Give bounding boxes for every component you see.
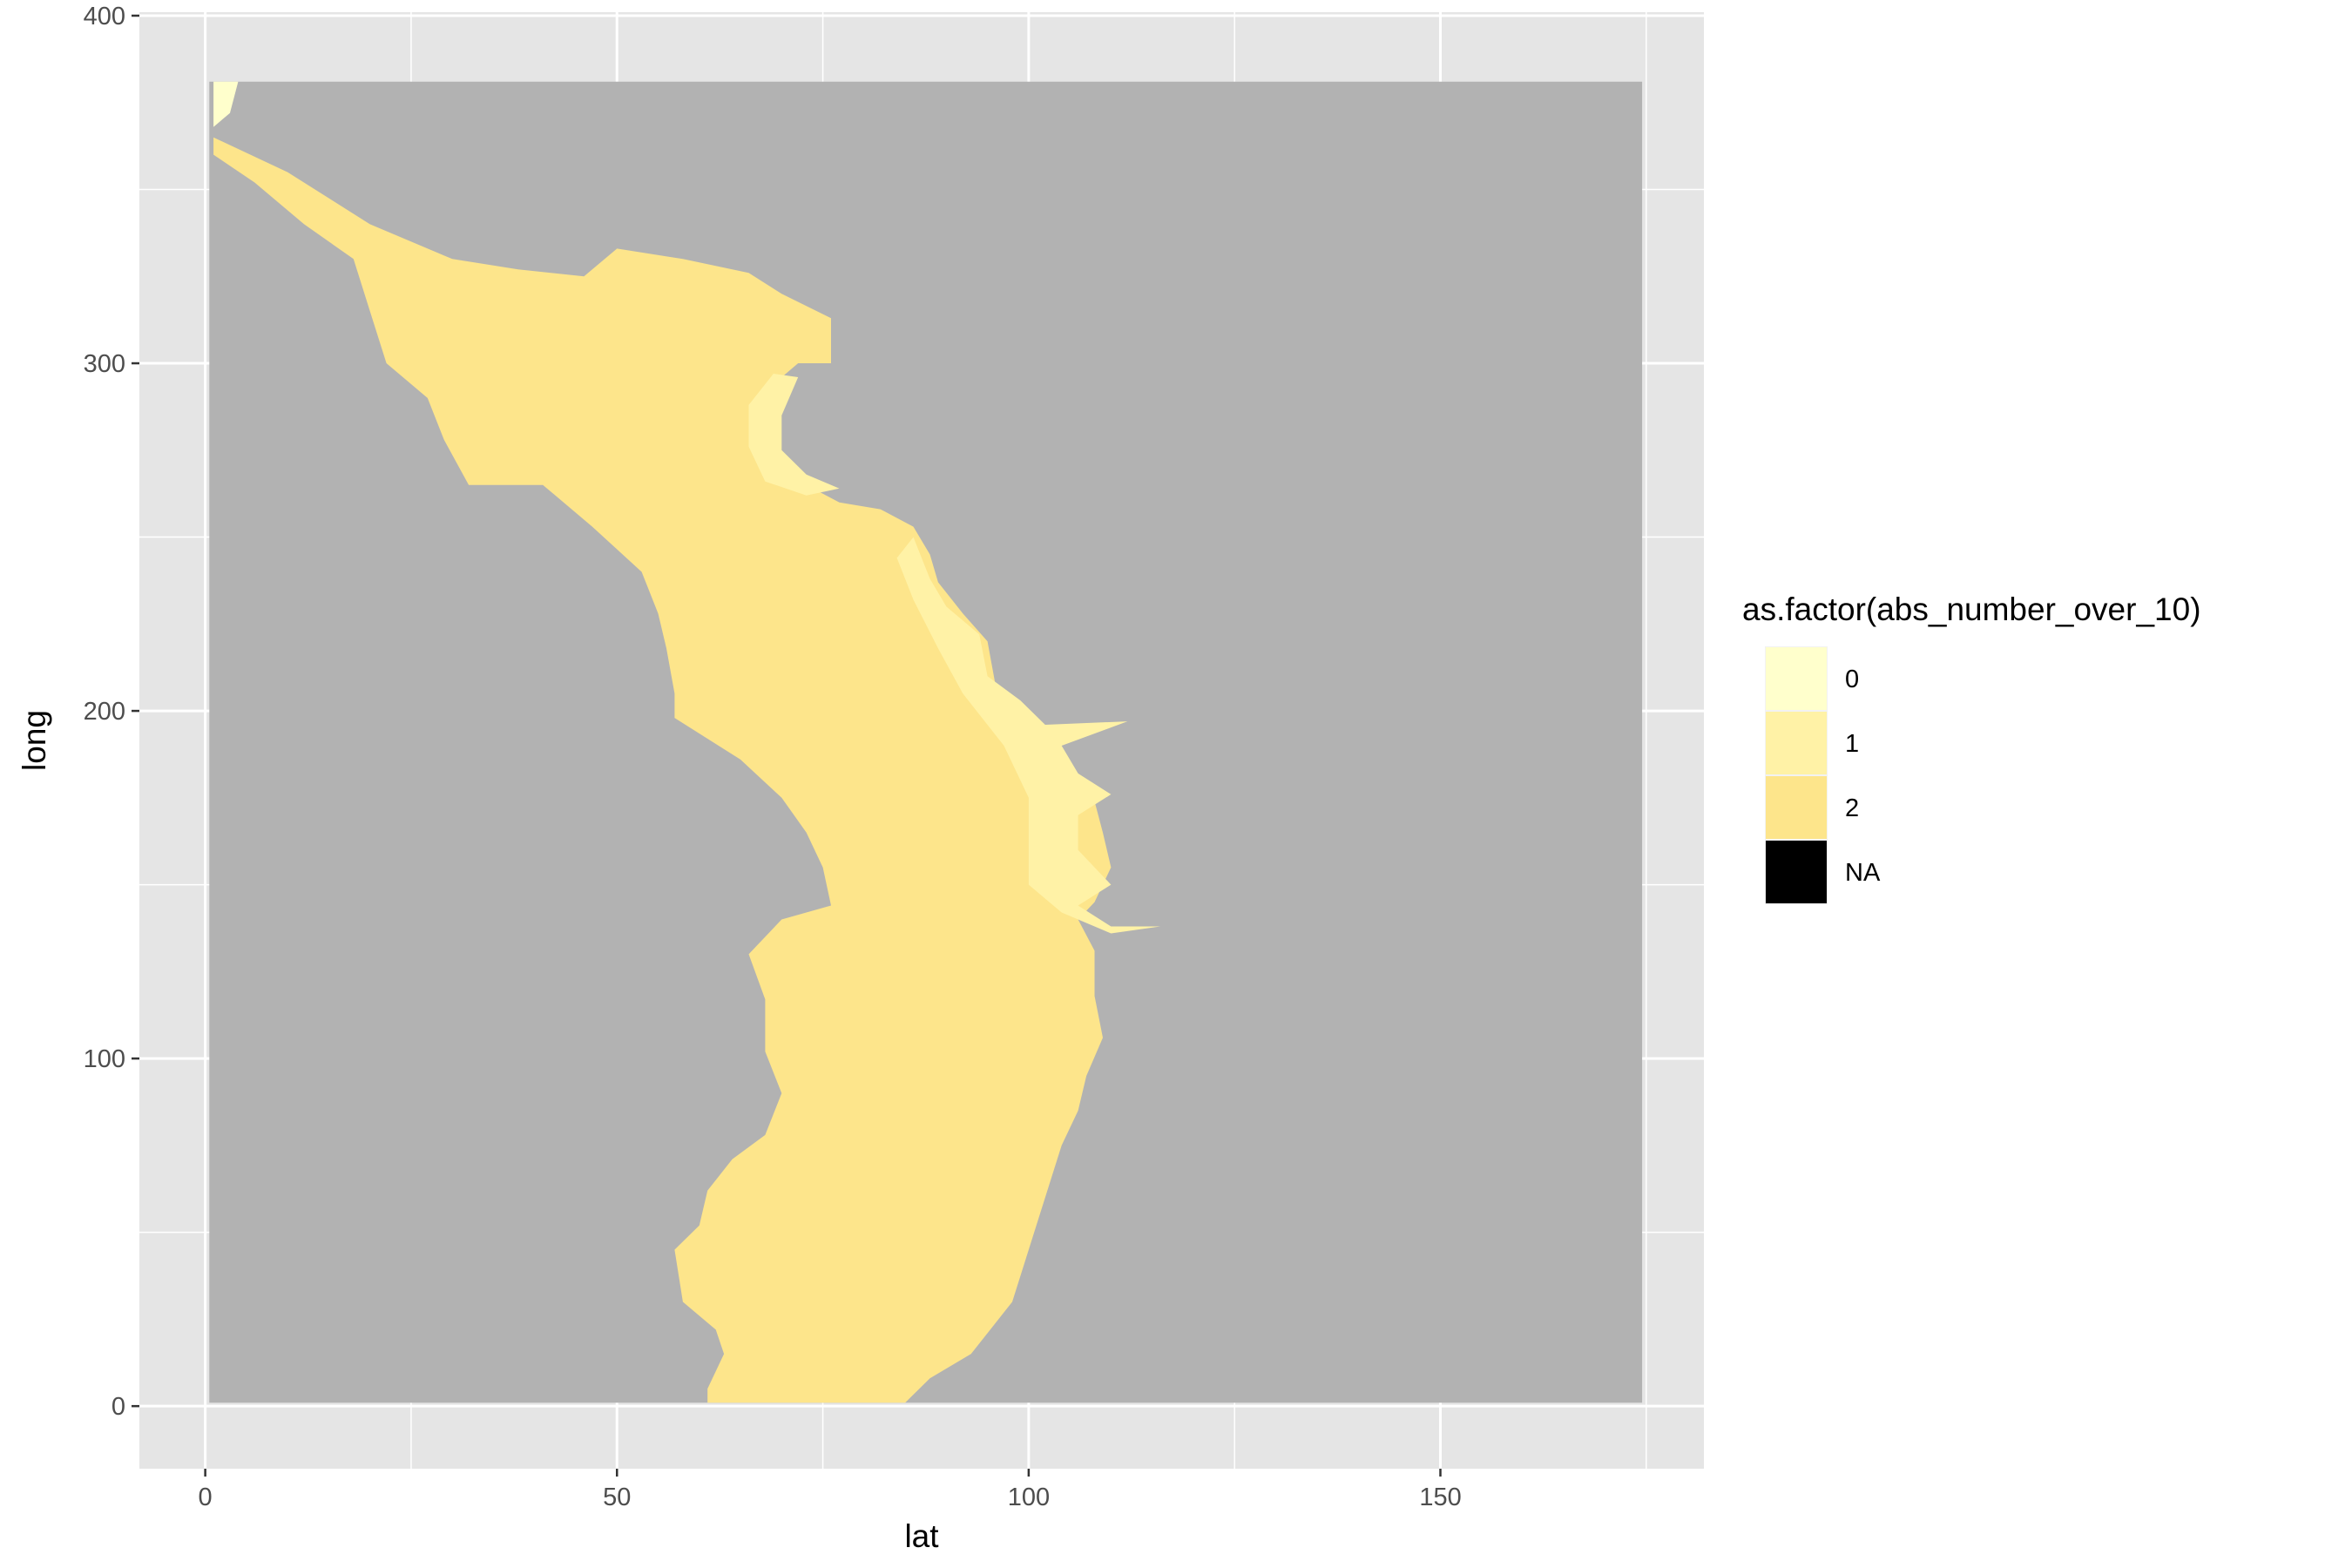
x-tick-labels: 0 50 100 150 — [199, 1484, 1462, 1511]
category-0-region — [213, 81, 239, 127]
legend-key-swatch — [1766, 841, 1827, 903]
category-2-region — [213, 81, 1112, 1403]
legend-key-swatch — [1766, 712, 1827, 774]
x-tick-label: 0 — [199, 1484, 213, 1511]
axis-ticks — [132, 14, 1442, 1477]
legend-key-swatch — [1766, 776, 1827, 839]
legend-title: as.factor(abs_number_over_10) — [1742, 591, 2201, 627]
legend-entry-label: 2 — [1845, 794, 1859, 822]
category-1-region — [748, 374, 840, 496]
y-tick-label: 100 — [84, 1045, 125, 1073]
category-1-coast — [896, 537, 1161, 934]
x-axis-title: lat — [904, 1518, 939, 1554]
y-axis-title: long — [17, 710, 52, 771]
legend-keys: 0 1 2 NA — [1765, 646, 1881, 904]
legend-key-swatch — [1766, 647, 1827, 710]
y-tick-label: 300 — [84, 350, 125, 378]
legend-entry-label: NA — [1845, 859, 1881, 887]
y-tick-label: 0 — [112, 1393, 125, 1421]
x-tick-label: 150 — [1419, 1484, 1461, 1511]
legend-entry-label: 0 — [1845, 666, 1859, 693]
x-tick-label: 50 — [603, 1484, 631, 1511]
y-tick-label: 200 — [84, 698, 125, 726]
heatmap-regions — [209, 81, 1643, 1403]
legend: as.factor(abs_number_over_10) 0 1 2 NA — [1742, 591, 2201, 904]
y-tick-label: 400 — [84, 3, 125, 30]
legend-entry-label: 1 — [1845, 730, 1859, 758]
y-tick-labels: 0 100 200 300 400 — [84, 3, 125, 1421]
x-tick-label: 100 — [1008, 1484, 1050, 1511]
